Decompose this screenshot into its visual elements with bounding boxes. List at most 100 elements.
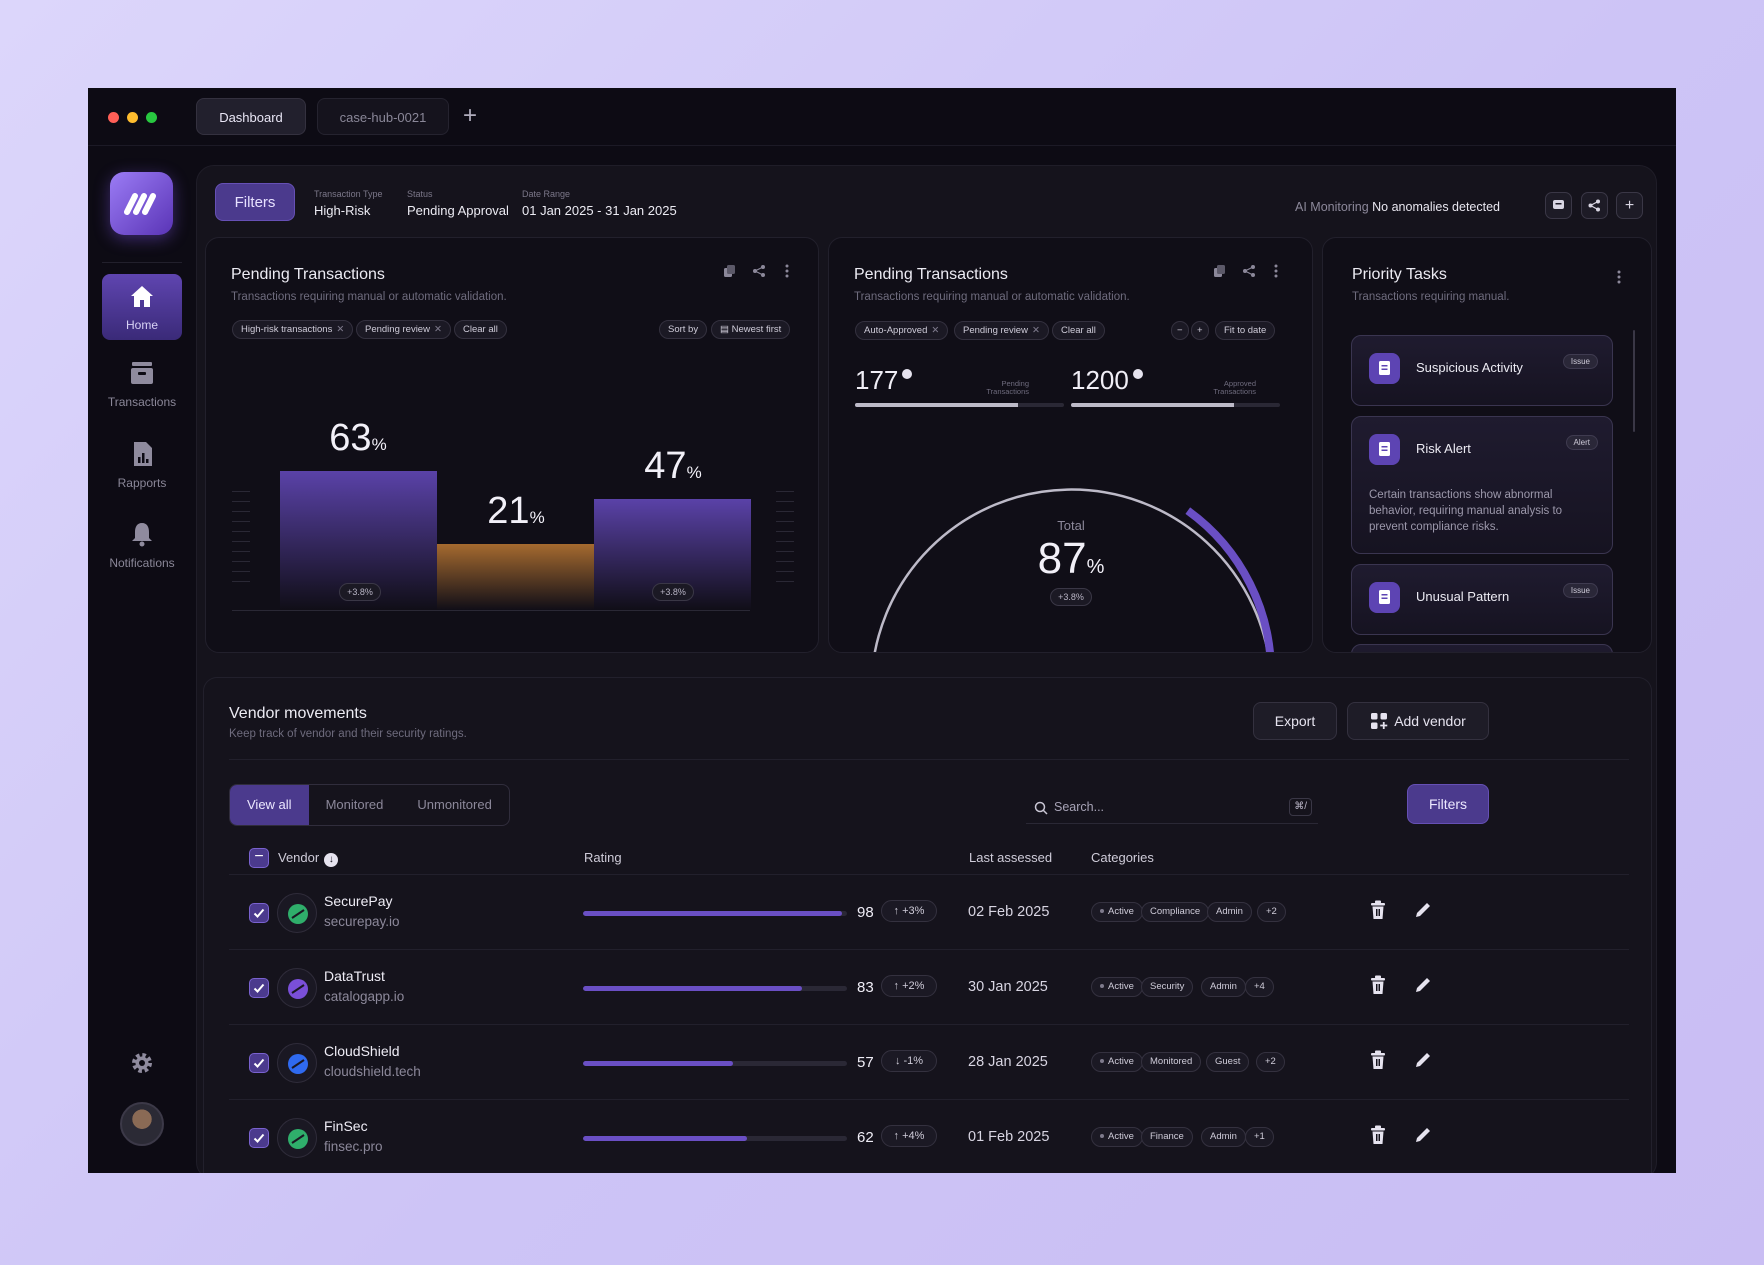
minimize-window-button[interactable] (127, 112, 138, 123)
row-checkbox[interactable] (249, 1128, 269, 1148)
filter-chip-pending-review[interactable]: Pending review ✕ (954, 321, 1049, 340)
category-tag[interactable]: Compliance (1141, 902, 1210, 922)
filter-transaction-type[interactable]: Transaction Type High-Risk (314, 189, 383, 218)
delete-icon[interactable] (1369, 1125, 1387, 1145)
zoom-in-button[interactable]: + (1191, 321, 1209, 340)
sidebar-item-transactions[interactable]: Transactions (102, 351, 182, 417)
export-button[interactable]: Export (1253, 702, 1337, 740)
settings-gear-icon[interactable] (128, 1049, 156, 1077)
chip-close-icon[interactable]: ✕ (931, 325, 940, 336)
edit-pencil-icon[interactable] (1413, 900, 1433, 920)
more-vertical-icon[interactable] (1273, 264, 1279, 278)
sidebar-item-home[interactable]: Home (102, 274, 182, 340)
sidebar-item-label: Notifications (109, 556, 175, 570)
chat-button[interactable] (1545, 192, 1572, 219)
vendor-search-input[interactable]: Search... ⌘/ (1026, 790, 1318, 824)
segment-unmonitored[interactable]: Unmonitored (417, 797, 492, 812)
sort-by-button[interactable]: Sort by (659, 320, 708, 339)
more-vertical-icon[interactable] (1616, 270, 1622, 284)
sidebar-item-notifications[interactable]: Notifications (102, 512, 182, 578)
chip-close-icon[interactable]: ✕ (336, 324, 345, 335)
clear-all-button[interactable]: Clear all (454, 320, 507, 339)
tab-case-hub[interactable]: case-hub-0021 (317, 98, 449, 135)
add-widget-button[interactable]: + (1616, 192, 1643, 219)
category-tag[interactable]: +2 (1257, 902, 1286, 922)
vendor-name[interactable]: SecurePay (324, 893, 393, 909)
clear-all-button[interactable]: Clear all (1052, 321, 1105, 340)
edit-pencil-icon[interactable] (1413, 1125, 1433, 1145)
category-tag[interactable]: Active (1091, 1127, 1143, 1147)
row-checkbox[interactable] (249, 978, 269, 998)
table-row[interactable]: SecurePay securepay.io 98 ↑ +3% 02 Feb 2… (229, 874, 1629, 949)
column-last-assessed[interactable]: Last assessed (969, 850, 1053, 865)
task-next[interactable] (1351, 644, 1613, 652)
filter-date-range[interactable]: Date Range 01 Jan 2025 - 31 Jan 2025 (522, 189, 677, 218)
more-vertical-icon[interactable] (784, 264, 790, 278)
share-icon[interactable] (752, 264, 766, 278)
sort-down-icon[interactable]: ↓ (324, 853, 339, 867)
scrollbar-thumb[interactable] (1633, 330, 1635, 432)
column-categories[interactable]: Categories (1091, 850, 1154, 865)
category-tag[interactable]: Admin (1207, 902, 1252, 922)
segment-monitored[interactable]: Monitored (325, 797, 384, 812)
filters-button[interactable]: Filters (215, 183, 295, 221)
segment-view-all[interactable]: View all (230, 785, 309, 825)
category-tag[interactable]: Admin (1201, 1127, 1246, 1147)
column-rating[interactable]: Rating (584, 850, 622, 865)
tab-dashboard[interactable]: Dashboard (196, 98, 306, 135)
vendor-name[interactable]: FinSec (324, 1118, 368, 1134)
task-risk-alert[interactable]: Risk Alert Alert Certain transactions sh… (1351, 416, 1613, 554)
vendor-name[interactable]: DataTrust (324, 968, 385, 984)
copy-icon[interactable] (723, 264, 737, 278)
table-filters-button[interactable]: Filters (1407, 784, 1489, 824)
table-row[interactable]: CloudShield cloudshield.tech 57 ↓ -1% 28… (229, 1024, 1629, 1099)
maximize-window-button[interactable] (146, 112, 157, 123)
chip-close-icon[interactable]: ✕ (1031, 325, 1040, 336)
category-tag[interactable]: Security (1141, 977, 1194, 997)
share-button[interactable] (1581, 192, 1608, 219)
filter-chip-pending-review[interactable]: Pending review ✕ (356, 320, 451, 339)
select-all-checkbox[interactable]: − (249, 848, 269, 868)
chip-close-icon[interactable]: ✕ (433, 324, 442, 335)
category-tag[interactable]: Monitored (1141, 1052, 1202, 1072)
filter-chip-high-risk[interactable]: High-risk transactions ✕ (232, 320, 354, 339)
table-row[interactable]: DataTrust catalogapp.io 83 ↑ +2% 30 Jan … (229, 949, 1629, 1024)
edit-pencil-icon[interactable] (1413, 1050, 1433, 1070)
fit-to-date-button[interactable]: Fit to date (1215, 321, 1276, 340)
category-tag[interactable]: +2 (1256, 1052, 1285, 1072)
delete-icon[interactable] (1369, 900, 1387, 920)
task-suspicious-activity[interactable]: Suspicious Activity Issue (1351, 335, 1613, 406)
gauge-delta-badge: +3.8% (1050, 588, 1092, 606)
category-tag[interactable]: Finance (1141, 1127, 1193, 1147)
row-checkbox[interactable] (249, 1053, 269, 1073)
ai-monitoring-status: AI Monitoring No anomalies detected (1295, 200, 1500, 214)
app-logo[interactable] (110, 172, 173, 235)
category-tag[interactable]: Active (1091, 977, 1143, 997)
zoom-out-button[interactable]: − (1171, 321, 1189, 340)
close-window-button[interactable] (108, 112, 119, 123)
delete-icon[interactable] (1369, 1050, 1387, 1070)
column-vendor[interactable]: Vendor ↓ (278, 850, 339, 867)
category-tag[interactable]: +1 (1245, 1127, 1274, 1147)
sort-value-dropdown[interactable]: ▤ Newest first (711, 320, 791, 339)
add-vendor-button[interactable]: Add vendor (1347, 702, 1489, 740)
user-avatar[interactable] (120, 1102, 164, 1146)
new-tab-button[interactable]: + (462, 102, 477, 129)
sidebar-item-rapports[interactable]: Rapports (102, 432, 182, 498)
filter-status[interactable]: Status Pending Approval (407, 189, 509, 218)
category-tag[interactable]: Active (1091, 1052, 1143, 1072)
category-tag[interactable]: Guest (1206, 1052, 1250, 1072)
edit-pencil-icon[interactable] (1413, 975, 1433, 995)
check-icon (253, 908, 265, 918)
category-tag[interactable]: Admin (1201, 977, 1246, 997)
category-tag[interactable]: +4 (1245, 977, 1274, 997)
task-unusual-pattern[interactable]: Unusual Pattern Issue (1351, 564, 1613, 635)
row-checkbox[interactable] (249, 903, 269, 923)
category-tag[interactable]: Active (1091, 902, 1143, 922)
filter-chip-auto-approved[interactable]: Auto-Approved ✕ (855, 321, 949, 340)
share-icon[interactable] (1242, 264, 1256, 278)
table-row[interactable]: FinSec finsec.pro 62 ↑ +4% 01 Feb 2025 A… (229, 1099, 1629, 1173)
delete-icon[interactable] (1369, 975, 1387, 995)
copy-icon[interactable] (1213, 264, 1227, 278)
vendor-name[interactable]: CloudShield (324, 1043, 400, 1059)
